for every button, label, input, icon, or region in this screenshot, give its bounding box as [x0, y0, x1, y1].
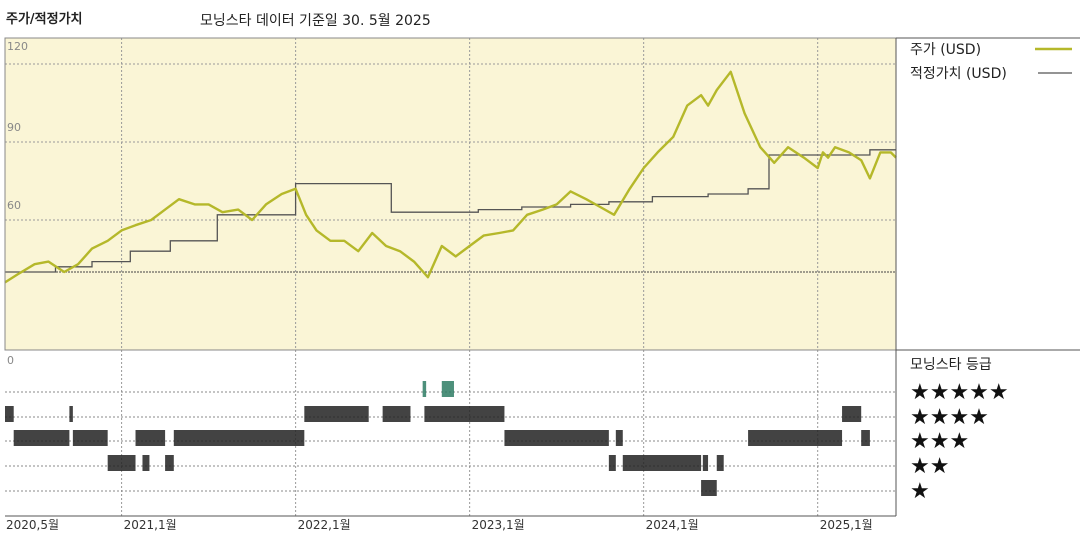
rating-bar-4-star: [5, 406, 14, 422]
rating-bar-4-star: [424, 406, 505, 422]
rating-row-4-star-label: ★★★★: [910, 405, 989, 430]
rating-bar-3-star: [615, 430, 623, 446]
legend-fair-label: 적정가치 (USD): [910, 66, 1007, 82]
rating-bar-4-star: [842, 406, 862, 422]
x-tick-label: 2023,1월: [472, 518, 525, 532]
plot-area: [5, 38, 896, 350]
rating-bar-2-star: [142, 455, 150, 471]
fair-value-line: [5, 149, 896, 273]
rating-bar-2-star: [702, 455, 709, 471]
rating-bar-3-star: [13, 430, 70, 446]
rating-bar-2-star: [107, 455, 136, 471]
y-tick-label: 120: [7, 40, 28, 53]
rating-bar-2-star: [165, 455, 174, 471]
rating-bar-4-star: [382, 406, 411, 422]
rating-bar-5-star: [422, 381, 427, 397]
rating-bar-2-star: [608, 455, 616, 471]
y-tick-label: 90: [7, 121, 21, 134]
rating-bar-3-star: [861, 430, 870, 446]
x-tick-label: 2020,5월: [6, 518, 59, 532]
chart-subtitle: 모닝스타 데이터 기준일 30. 5월 2025: [200, 13, 431, 29]
x-tick-label: 2025,1월: [820, 518, 873, 532]
price-line: [4, 70, 897, 284]
rating-legend-label: 모닝스타 등급: [910, 357, 992, 373]
rating-bar-5-star: [441, 381, 454, 397]
rating-bar-2-star: [622, 455, 702, 471]
rating-bar-3-star: [173, 430, 305, 446]
legend-price-label: 주가 (USD): [910, 42, 981, 58]
rating-bar-3-star: [504, 430, 609, 446]
y-tick-label: 0: [7, 354, 14, 367]
rating-bar-3-star: [748, 430, 843, 446]
rating-bar-2-star: [716, 455, 724, 471]
x-tick-label: 2022,1월: [298, 518, 351, 532]
y-tick-label: 60: [7, 199, 21, 212]
rating-row-1-star-label: ★: [910, 479, 930, 504]
rating-row-3-star-label: ★★★: [910, 429, 969, 454]
rating-bar-4-star: [304, 406, 369, 422]
rating-row-5-star-label: ★★★★★: [910, 380, 1009, 405]
rating-bar-3-star: [135, 430, 166, 446]
chart-title: 주가/적정가치: [6, 12, 83, 27]
x-tick-label: 2024,1월: [646, 518, 699, 532]
rating-bar-4-star: [69, 406, 73, 422]
rating-bar-1-star: [701, 480, 717, 496]
rating-row-2-star-label: ★★: [910, 454, 949, 479]
rating-bar-3-star: [72, 430, 108, 446]
x-tick-label: 2021,1월: [124, 518, 177, 532]
